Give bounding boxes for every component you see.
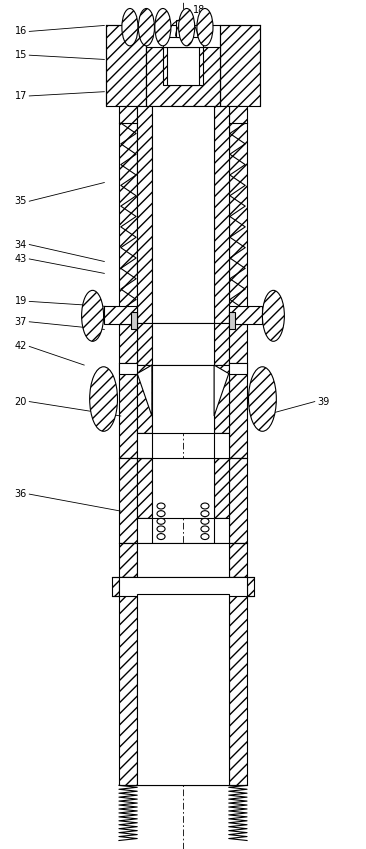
Bar [229,363,247,374]
Bar [229,543,247,577]
Ellipse shape [201,511,209,516]
Polygon shape [214,365,229,416]
Text: 39: 39 [317,396,329,407]
Bar [152,106,214,323]
Ellipse shape [201,534,209,540]
Circle shape [197,8,213,46]
Circle shape [179,8,195,46]
Circle shape [249,367,276,431]
Text: 16: 16 [15,26,27,37]
Bar [137,433,152,458]
Bar [131,312,137,329]
Bar [137,518,152,543]
Bar [137,365,152,433]
Bar [214,106,229,323]
Bar [146,47,220,106]
Ellipse shape [157,511,165,516]
Bar [214,365,229,433]
Ellipse shape [157,534,165,540]
Bar [119,594,137,785]
Bar [214,518,229,543]
Bar [119,324,137,365]
Bar [106,25,146,106]
Bar [229,365,247,458]
Text: 42: 42 [15,341,27,351]
Bar [229,324,247,365]
Bar [229,106,247,323]
Bar [119,458,137,543]
Bar [137,543,229,577]
Bar [119,106,137,323]
Bar [229,458,247,543]
Text: 36: 36 [15,489,27,499]
Bar [229,594,247,785]
Bar [247,577,254,596]
Circle shape [90,367,117,431]
Text: 17: 17 [15,91,27,101]
Bar [214,433,229,458]
Bar [152,458,214,518]
Bar [163,37,203,47]
Bar [119,363,137,374]
Bar [214,323,229,365]
Bar [214,458,229,518]
Bar [163,47,203,85]
Bar [220,25,260,106]
Bar [152,323,214,365]
Circle shape [155,8,171,46]
Ellipse shape [157,518,165,524]
Bar [119,543,137,577]
Ellipse shape [157,503,165,509]
Bar [137,594,229,785]
Text: 35: 35 [15,196,27,206]
Text: 15: 15 [15,50,27,60]
Text: 20: 20 [15,396,27,407]
Text: 19: 19 [15,296,27,306]
Circle shape [82,290,104,341]
Text: 37: 37 [15,317,27,327]
Bar [167,47,199,85]
Text: 43: 43 [15,254,27,264]
Text: 18: 18 [193,5,205,15]
Circle shape [122,8,138,46]
Bar [229,306,262,324]
Ellipse shape [157,526,165,531]
Bar [137,106,152,323]
Bar [119,577,247,596]
Bar [229,312,235,329]
Bar [137,458,152,518]
Ellipse shape [201,526,209,531]
Bar [176,20,190,37]
Ellipse shape [201,503,209,509]
Text: 34: 34 [15,239,27,250]
Bar [152,365,214,433]
Bar [137,323,152,365]
Ellipse shape [201,518,209,524]
Bar [119,365,137,458]
Polygon shape [137,365,152,416]
Circle shape [262,290,284,341]
Bar [112,577,119,596]
Bar [104,306,137,324]
Circle shape [138,8,154,46]
